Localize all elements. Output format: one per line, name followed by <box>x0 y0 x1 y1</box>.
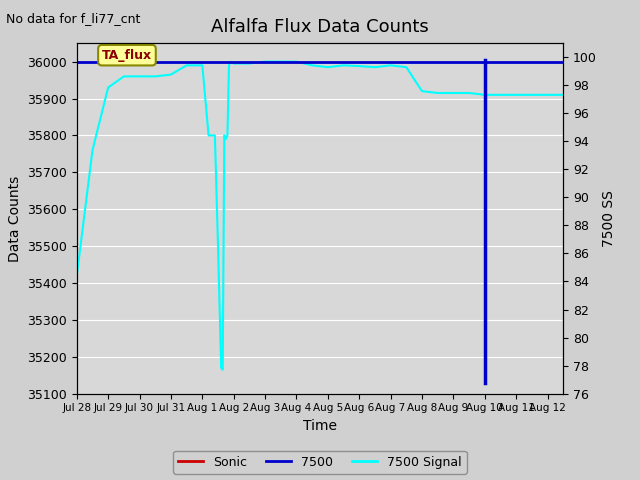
Y-axis label: Data Counts: Data Counts <box>8 175 22 262</box>
Text: TA_flux: TA_flux <box>102 48 152 62</box>
Title: Alfalfa Flux Data Counts: Alfalfa Flux Data Counts <box>211 18 429 36</box>
Legend: Sonic, 7500, 7500 Signal: Sonic, 7500, 7500 Signal <box>173 451 467 474</box>
X-axis label: Time: Time <box>303 419 337 433</box>
Y-axis label: 7500 SS: 7500 SS <box>602 190 616 247</box>
Text: No data for f_li77_cnt: No data for f_li77_cnt <box>6 12 141 25</box>
